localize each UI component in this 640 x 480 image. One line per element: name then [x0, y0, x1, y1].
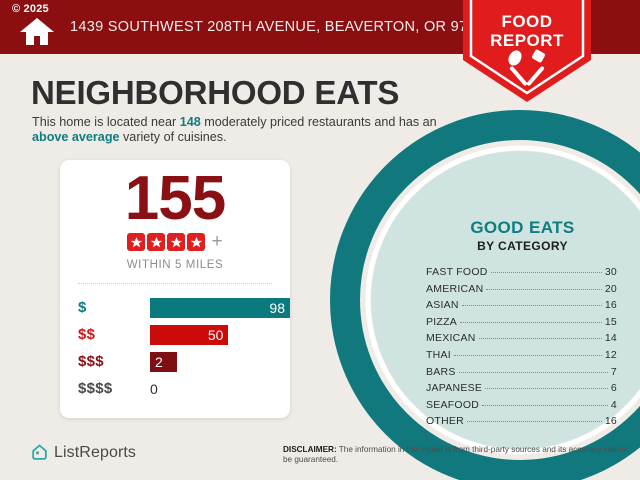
category-name: SEAFOOD — [426, 398, 480, 411]
category-name: MEXICAN — [426, 332, 476, 345]
category-value: 15 — [604, 315, 617, 328]
category-name: OTHER — [426, 415, 464, 428]
category-name: JAPANESE — [426, 382, 483, 395]
price-label: $$ — [78, 326, 96, 343]
category-name: AMERICAN — [426, 282, 484, 295]
list-item: FAST FOOD 30 — [426, 266, 617, 283]
disclaimer-label: DISCLAIMER: — [283, 445, 337, 454]
list-item: MEXICAN 14 — [426, 332, 617, 349]
leader-dots — [467, 421, 602, 423]
star-icon — [187, 233, 206, 251]
category-name: THAI — [426, 348, 451, 361]
subtitle-part1: This home is located near — [32, 115, 180, 129]
leader-dots — [485, 388, 608, 390]
panel-title: GOOD EATS — [470, 218, 575, 237]
price-label: $$$ — [78, 353, 104, 370]
list-item: SEAFOOD 4 — [426, 399, 617, 416]
card-divider — [78, 283, 272, 284]
copyright-label: © 2025 — [12, 3, 49, 15]
badge-line2: REPORT — [490, 31, 564, 50]
list-item: THAI 12 — [426, 349, 617, 366]
star-icon — [167, 233, 186, 251]
page-subtitle: This home is located near 148 moderately… — [32, 115, 447, 145]
star-icon — [127, 233, 146, 251]
category-list: FAST FOOD 30 AMERICAN 20 ASIAN 16 PIZZA … — [420, 266, 625, 432]
category-name: FAST FOOD — [426, 266, 488, 278]
star-rating: + — [60, 231, 290, 252]
plus-label: + — [211, 231, 223, 252]
panel-subtitle: BY CATEGORY — [477, 239, 568, 253]
disclaimer-text: The information in this report is from t… — [283, 445, 629, 464]
spoon-fork-icon — [508, 49, 546, 86]
list-item: PIZZA 15 — [426, 316, 617, 333]
logo-text: ListReports — [54, 443, 137, 461]
table-row: $$ 50 — [60, 321, 290, 348]
restaurant-count: 155 — [124, 164, 226, 233]
badge-line1: FOOD — [501, 12, 553, 31]
house-icon — [20, 18, 54, 45]
badge-text: FOOD REPORT — [463, 12, 591, 50]
list-item: OTHER 16 — [426, 415, 617, 432]
table-row: $$$ 2 — [60, 348, 290, 375]
table-row: $$$$ 0 — [60, 375, 290, 402]
category-value: 12 — [604, 348, 617, 361]
leader-dots — [486, 288, 602, 290]
list-item: ASIAN 16 — [426, 299, 617, 316]
bar-track: 98 — [150, 297, 290, 318]
category-value: 7 — [610, 365, 617, 378]
bar-fill: 50 — [150, 324, 229, 345]
subtitle-variety: above average — [32, 130, 120, 144]
price-label: $$$$ — [78, 380, 113, 397]
category-value: 16 — [604, 299, 617, 312]
leader-dots — [478, 338, 602, 340]
food-report-badge: FOOD REPORT — [463, 0, 591, 102]
bar-track: 0 — [150, 379, 290, 399]
category-value: 20 — [604, 282, 617, 295]
bar-fill: 98 — [150, 297, 290, 318]
category-value: 30 — [604, 266, 617, 278]
good-eats-panel: GOOD EATS BY CATEGORY FAST FOOD 30 AMERI… — [420, 218, 625, 432]
category-value: 16 — [604, 415, 617, 428]
disclaimer: DISCLAIMER: The information in this repo… — [283, 445, 633, 465]
category-value: 14 — [604, 332, 617, 345]
subtitle-part3: variety of cuisines. — [119, 130, 227, 144]
leader-dots — [490, 272, 602, 273]
listreports-logo[interactable]: ListReports — [30, 443, 136, 462]
price-bar-chart: $ 98 $$ 50 $$$ 2 $$$$ 0 — [60, 294, 290, 402]
leader-dots — [453, 354, 602, 356]
category-name: ASIAN — [426, 299, 459, 312]
category-name: BARS — [426, 365, 456, 378]
radius-caption: WITHIN 5 MILES — [126, 259, 224, 271]
bar-track: 2 — [150, 351, 290, 372]
bar-fill: 2 — [150, 351, 177, 372]
bar-track: 50 — [150, 324, 290, 345]
price-label: $ — [78, 299, 87, 316]
list-item: AMERICAN 20 — [426, 283, 617, 300]
leader-dots — [458, 371, 608, 373]
leader-dots — [482, 404, 608, 406]
table-row: $ 98 — [60, 294, 290, 321]
list-item: BARS 7 — [426, 366, 617, 383]
category-name: PIZZA — [426, 315, 458, 328]
category-value: 4 — [610, 398, 617, 411]
property-address: 1439 SOUTHWEST 208TH AVENUE, BEAVERTON, … — [70, 19, 493, 35]
listreports-house-tag-icon — [32, 444, 47, 460]
subtitle-part2: moderately priced restaurants and has an — [200, 115, 437, 129]
restaurant-stat-card: 155 + WITHIN 5 MILES $ 98 — [60, 160, 290, 418]
page-title: NEIGHBORHOOD EATS — [31, 74, 400, 111]
subtitle-count: 148 — [179, 115, 201, 129]
bar-zero-value: 0 — [150, 380, 158, 397]
star-icon — [147, 233, 166, 251]
leader-dots — [460, 321, 602, 323]
list-item: JAPANESE 6 — [426, 382, 617, 399]
category-value: 6 — [610, 382, 617, 395]
leader-dots — [461, 305, 602, 307]
